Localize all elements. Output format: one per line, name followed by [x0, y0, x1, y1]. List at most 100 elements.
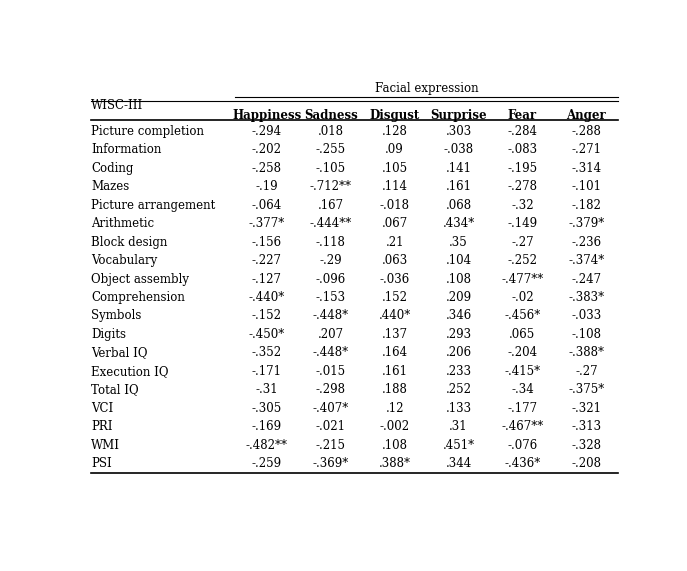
Text: Mazes: Mazes — [91, 180, 129, 193]
Text: PRI: PRI — [91, 420, 113, 433]
Text: -.450*: -.450* — [249, 328, 285, 341]
Text: -.321: -.321 — [572, 402, 601, 415]
Text: -.27: -.27 — [575, 365, 598, 378]
Text: .128: .128 — [382, 125, 407, 138]
Text: Object assembly: Object assembly — [91, 272, 189, 286]
Text: .293: .293 — [445, 328, 472, 341]
Text: .108: .108 — [446, 272, 471, 286]
Text: -.202: -.202 — [252, 143, 282, 156]
Text: -.177: -.177 — [508, 402, 537, 415]
Text: -.038: -.038 — [444, 143, 473, 156]
Text: .209: .209 — [445, 291, 472, 304]
Text: Arithmetic: Arithmetic — [91, 217, 155, 230]
Text: .12: .12 — [385, 402, 404, 415]
Text: .067: .067 — [381, 217, 408, 230]
Text: VCI: VCI — [91, 402, 113, 415]
Text: .252: .252 — [446, 383, 471, 396]
Text: -.328: -.328 — [572, 439, 601, 452]
Text: .233: .233 — [445, 365, 472, 378]
Text: .451*: .451* — [442, 439, 475, 452]
Text: .167: .167 — [317, 199, 344, 212]
Text: -.375*: -.375* — [568, 383, 605, 396]
Text: -.278: -.278 — [508, 180, 537, 193]
Text: -.298: -.298 — [316, 383, 346, 396]
Text: -.271: -.271 — [572, 143, 601, 156]
Text: -.182: -.182 — [572, 199, 601, 212]
Text: -.313: -.313 — [572, 420, 601, 433]
Text: Sadness: Sadness — [304, 109, 358, 122]
Text: -.448*: -.448* — [313, 309, 349, 323]
Text: Picture completion: Picture completion — [91, 125, 204, 138]
Text: Picture arrangement: Picture arrangement — [91, 199, 216, 212]
Text: Coding: Coding — [91, 162, 133, 175]
Text: .137: .137 — [381, 328, 408, 341]
Text: -.377*: -.377* — [249, 217, 285, 230]
Text: .207: .207 — [317, 328, 344, 341]
Text: .161: .161 — [446, 180, 471, 193]
Text: -.127: -.127 — [252, 272, 282, 286]
Text: .152: .152 — [382, 291, 407, 304]
Text: Execution IQ: Execution IQ — [91, 365, 169, 378]
Text: -.407*: -.407* — [313, 402, 349, 415]
Text: .104: .104 — [445, 254, 472, 267]
Text: .068: .068 — [445, 199, 472, 212]
Text: Anger: Anger — [567, 109, 606, 122]
Text: -.252: -.252 — [508, 254, 537, 267]
Text: .114: .114 — [382, 180, 407, 193]
Text: -.258: -.258 — [252, 162, 282, 175]
Text: -.195: -.195 — [508, 162, 537, 175]
Text: -.448*: -.448* — [313, 347, 349, 359]
Text: .133: .133 — [445, 402, 472, 415]
Text: .018: .018 — [318, 125, 344, 138]
Text: .344: .344 — [445, 457, 472, 470]
Text: .065: .065 — [509, 328, 536, 341]
Text: -.227: -.227 — [252, 254, 282, 267]
Text: Surprise: Surprise — [430, 109, 487, 122]
Text: -.374*: -.374* — [568, 254, 605, 267]
Text: -.27: -.27 — [511, 236, 534, 248]
Text: Total IQ: Total IQ — [91, 383, 139, 396]
Text: .303: .303 — [445, 125, 472, 138]
Text: -.467**: -.467** — [502, 420, 543, 433]
Text: -.32: -.32 — [511, 199, 534, 212]
Text: -.482**: -.482** — [246, 439, 288, 452]
Text: -.153: -.153 — [316, 291, 346, 304]
Text: Information: Information — [91, 143, 161, 156]
Text: -.015: -.015 — [316, 365, 346, 378]
Text: -.288: -.288 — [572, 125, 601, 138]
Text: -.477**: -.477** — [502, 272, 543, 286]
Text: -.34: -.34 — [511, 383, 534, 396]
Text: -.118: -.118 — [316, 236, 346, 248]
Text: -.294: -.294 — [252, 125, 282, 138]
Text: -.352: -.352 — [252, 347, 282, 359]
Text: Block design: Block design — [91, 236, 168, 248]
Text: -.247: -.247 — [572, 272, 601, 286]
Text: -.369*: -.369* — [313, 457, 349, 470]
Text: -.255: -.255 — [316, 143, 346, 156]
Text: .346: .346 — [445, 309, 472, 323]
Text: -.305: -.305 — [251, 402, 282, 415]
Text: -.444**: -.444** — [310, 217, 352, 230]
Text: Comprehension: Comprehension — [91, 291, 185, 304]
Text: .388*: .388* — [379, 457, 411, 470]
Text: PSI: PSI — [91, 457, 112, 470]
Text: -.388*: -.388* — [568, 347, 605, 359]
Text: -.236: -.236 — [572, 236, 601, 248]
Text: -.208: -.208 — [572, 457, 601, 470]
Text: -.096: -.096 — [315, 272, 346, 286]
Text: -.036: -.036 — [379, 272, 410, 286]
Text: Disgust: Disgust — [370, 109, 420, 122]
Text: .21: .21 — [385, 236, 404, 248]
Text: -.002: -.002 — [380, 420, 409, 433]
Text: -.064: -.064 — [251, 199, 282, 212]
Text: Fear: Fear — [508, 109, 537, 122]
Text: -.076: -.076 — [507, 439, 538, 452]
Text: Facial expression: Facial expression — [375, 82, 478, 95]
Text: -.436*: -.436* — [504, 457, 541, 470]
Text: .31: .31 — [449, 420, 468, 433]
Text: -.415*: -.415* — [504, 365, 541, 378]
Text: Vocabulary: Vocabulary — [91, 254, 157, 267]
Text: -.083: -.083 — [508, 143, 537, 156]
Text: .161: .161 — [382, 365, 407, 378]
Text: -.101: -.101 — [572, 180, 601, 193]
